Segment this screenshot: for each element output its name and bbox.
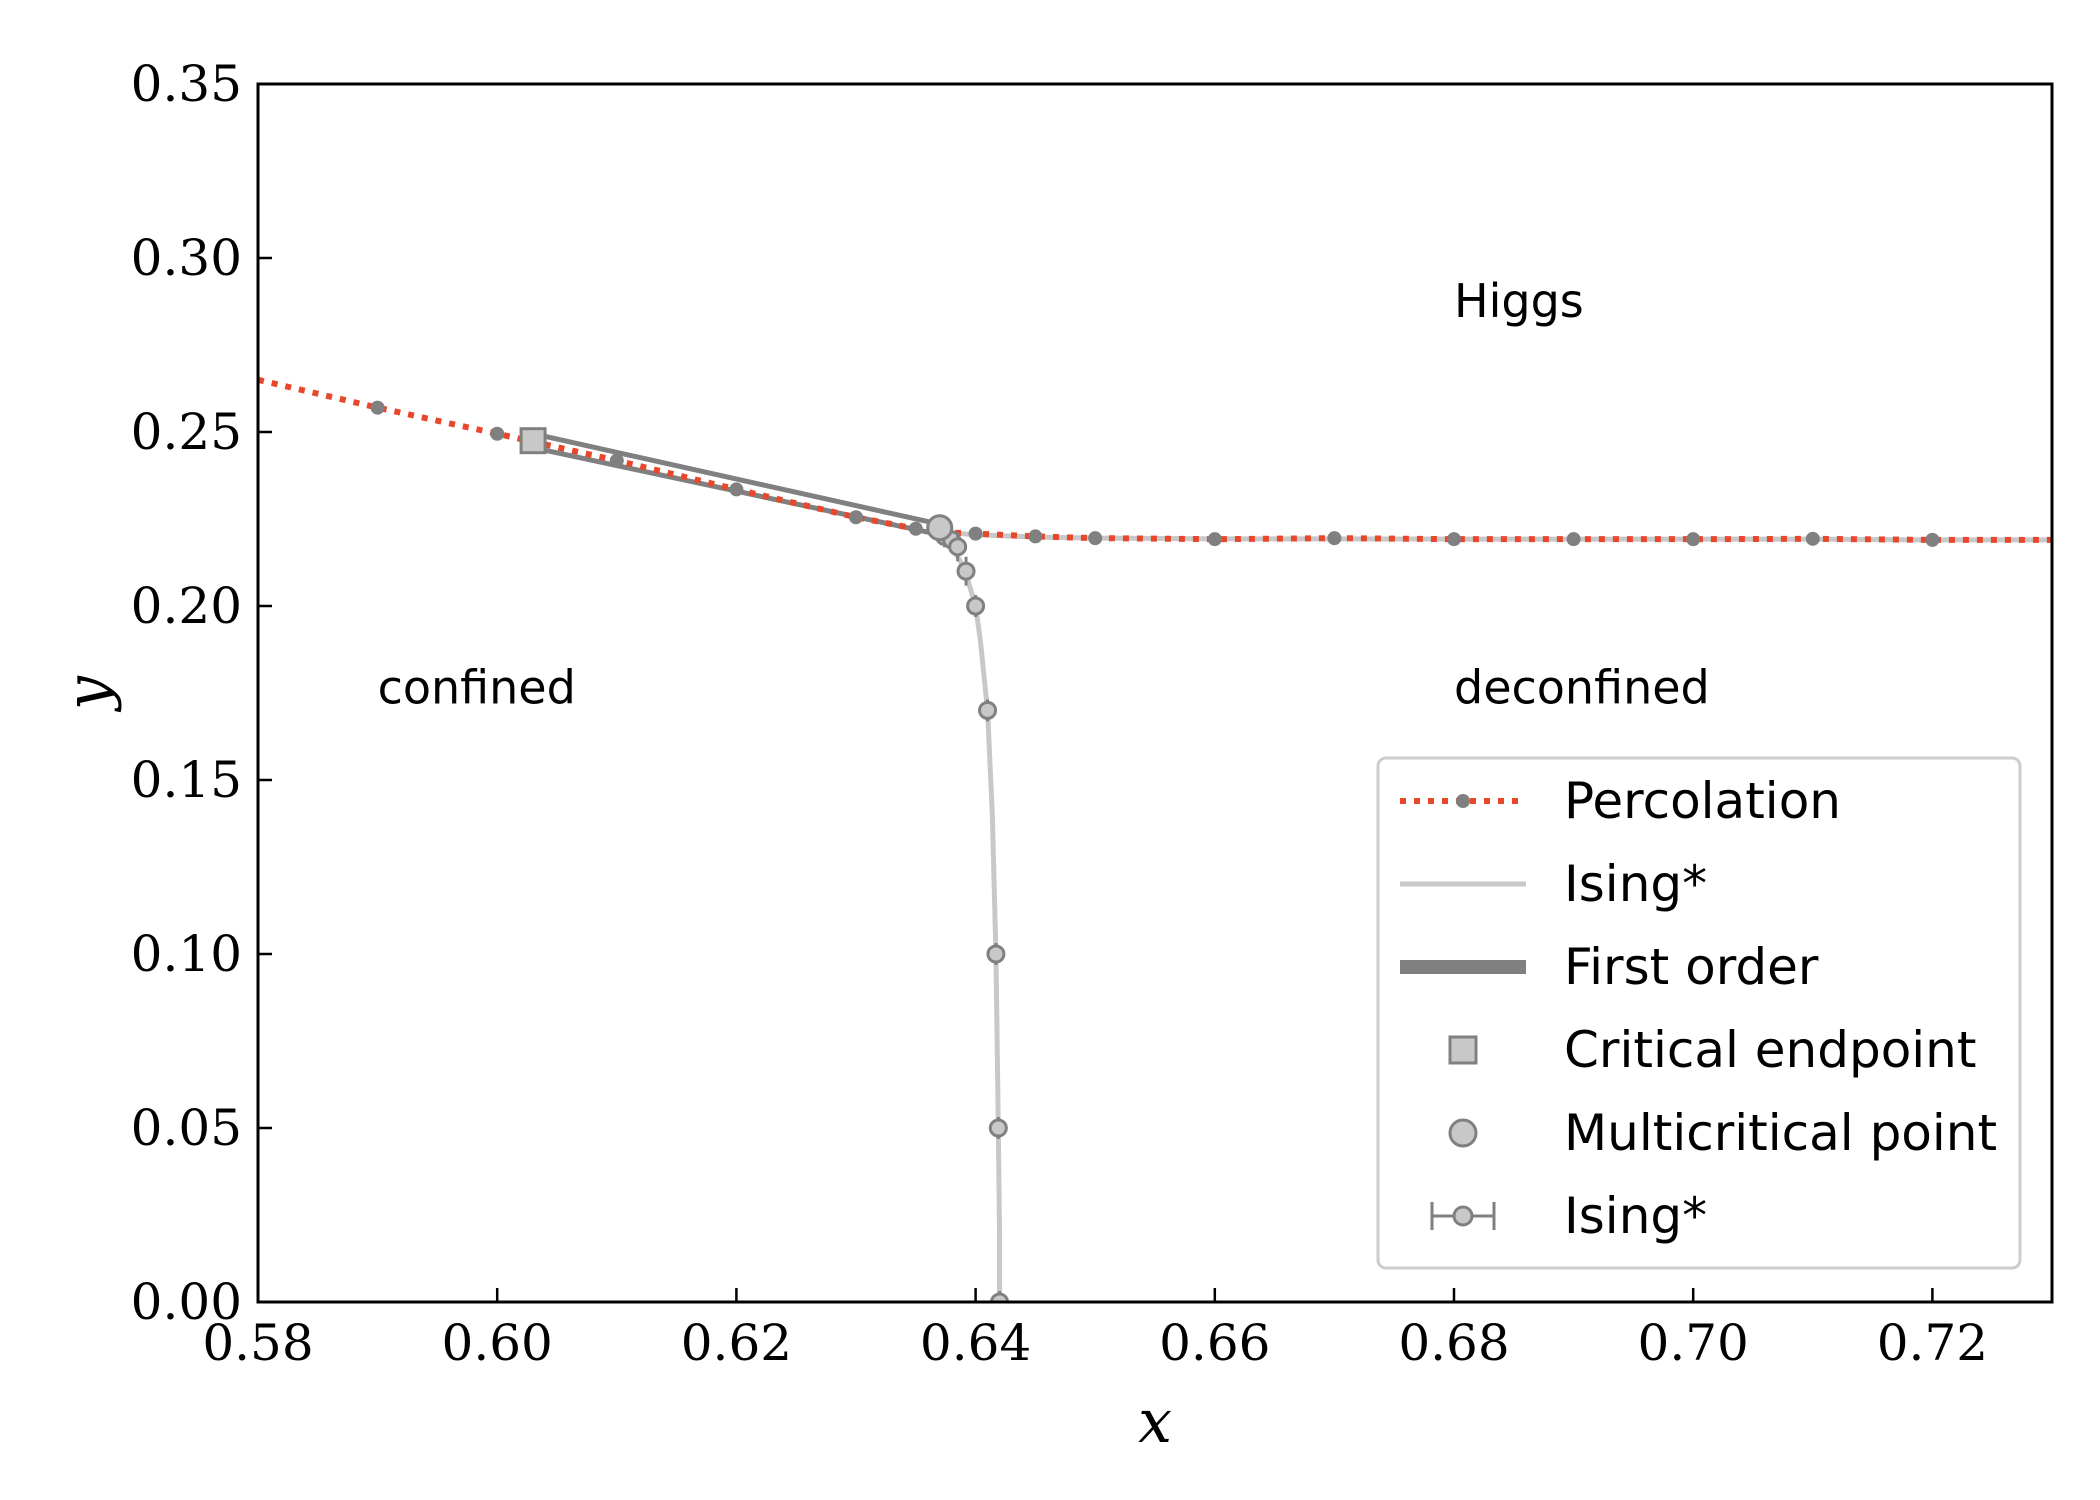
multicritical-point-marker — [926, 514, 954, 542]
percolation-point — [1686, 532, 1701, 547]
y-tick-label: 0.00 — [131, 1273, 242, 1331]
percolation-point — [1327, 531, 1342, 546]
legend-multicritical-marker — [1448, 1118, 1478, 1148]
ising-point — [988, 1118, 1008, 1138]
legend-label: Critical endpoint — [1564, 1021, 1976, 1079]
critical-endpoint-marker — [519, 427, 547, 455]
percolation-point — [1447, 532, 1461, 547]
y-tick-label: 0.05 — [131, 1099, 242, 1157]
legend-ising-point-marker — [1452, 1205, 1474, 1227]
x-axis-title: x — [1138, 1387, 1172, 1457]
percolation-point — [849, 510, 863, 525]
legend-label: Multicritical point — [1564, 1104, 1997, 1162]
percolation-point — [1566, 532, 1581, 547]
y-tick-label: 0.35 — [131, 55, 242, 113]
region-label: confined — [378, 660, 576, 714]
x-tick-label: 0.68 — [1398, 1314, 1509, 1372]
y-tick-label: 0.15 — [131, 751, 242, 809]
x-tick-label: 0.70 — [1638, 1314, 1749, 1372]
percolation-point — [908, 521, 923, 536]
x-tick-label: 0.62 — [681, 1314, 792, 1372]
ising-line — [937, 526, 1003, 1302]
percolation-point — [1028, 529, 1043, 544]
percolation-point — [609, 453, 624, 468]
axis-ticks: 0.58 0.60 0.62 0.64 0.66 0.68 0.70 0.72 0.00 0.05… — [131, 55, 1988, 1372]
x-tick-label: 0.58 — [202, 1314, 313, 1372]
percolation-point — [968, 526, 983, 541]
ising-point — [986, 944, 1006, 964]
percolation-point — [490, 426, 505, 441]
ising-point — [990, 1292, 1010, 1302]
y-tick-label: 0.10 — [131, 925, 242, 983]
percolation-point — [370, 400, 385, 415]
y-axis-title: y — [53, 675, 123, 713]
legend-label: Percolation — [1564, 772, 1841, 830]
percolation-point — [729, 482, 744, 497]
legend-label: First order — [1564, 938, 1819, 996]
ising-point — [956, 561, 976, 581]
percolation-point — [1925, 532, 1940, 547]
region-label: deconfined — [1454, 660, 1710, 714]
x-tick-label: 0.72 — [1877, 1314, 1988, 1372]
legend-label: Ising* — [1564, 1187, 1707, 1245]
ising-point — [966, 596, 986, 616]
legend-label: Ising* — [1564, 855, 1707, 913]
y-tick-label: 0.25 — [131, 403, 242, 461]
x-tick-label: 0.66 — [1159, 1314, 1270, 1372]
y-tick-label: 0.20 — [131, 577, 242, 635]
ising-point — [978, 700, 998, 720]
region-label: Higgs — [1454, 274, 1584, 328]
plot-series — [258, 376, 2052, 1302]
legend-critical-endpoint-marker — [1448, 1035, 1478, 1065]
y-tick-label: 0.30 — [131, 229, 242, 287]
percolation-point — [1088, 531, 1103, 546]
percolation-point — [1207, 532, 1222, 547]
axes-frame — [256, 82, 2054, 1304]
legend-box — [1376, 756, 2022, 1270]
ising-point — [948, 537, 968, 557]
legend: Percolation Ising* First order Critical end… — [1376, 756, 2022, 1270]
percolation-point — [1805, 531, 1820, 546]
ising-line — [939, 529, 2052, 543]
region-labels: Higgs confined deconfined — [378, 274, 1710, 714]
x-tick-label: 0.60 — [442, 1314, 553, 1372]
percolation-line — [258, 376, 2052, 543]
x-tick-label: 0.64 — [920, 1314, 1031, 1372]
first-order-upper-line — [532, 431, 941, 527]
plot-area — [258, 376, 2052, 1302]
legend-percolation-marker — [1456, 794, 1470, 808]
